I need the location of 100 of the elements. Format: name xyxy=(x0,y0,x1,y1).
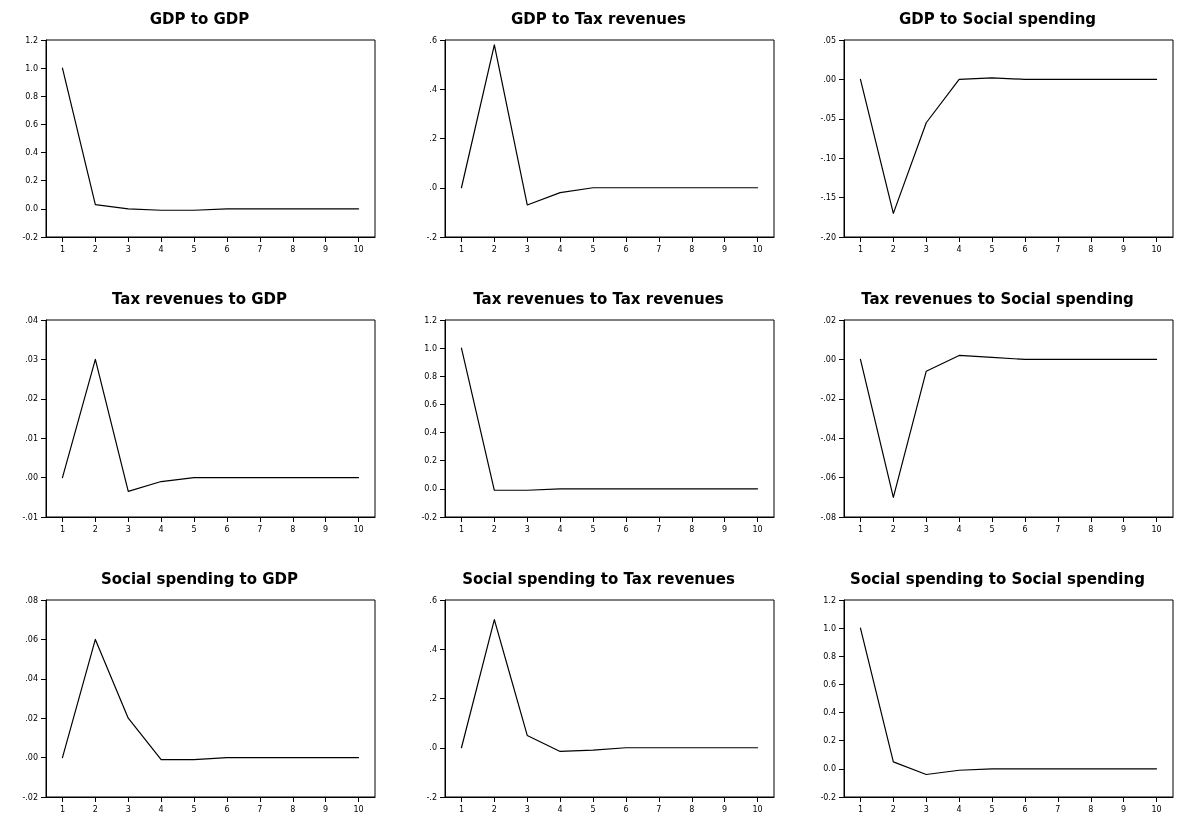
y-tick-label: .00 xyxy=(25,473,38,483)
y-tick-label: .6 xyxy=(429,595,437,605)
y-tick-label: -.08 xyxy=(820,512,836,522)
x-tick-label: 4 xyxy=(956,244,962,254)
x-tick-label: 2 xyxy=(491,244,497,254)
x-tick-label: 2 xyxy=(890,804,896,814)
x-tick-label: 5 xyxy=(590,244,596,254)
x-tick-label: 5 xyxy=(590,524,596,534)
x-tick-label: 5 xyxy=(191,524,197,534)
x-tick-label: 9 xyxy=(1121,804,1127,814)
y-tick-label: .4 xyxy=(429,84,437,94)
y-tick-label: -.05 xyxy=(820,114,836,124)
y-tick-label: -0.2 xyxy=(820,792,836,802)
y-tick-label: -.02 xyxy=(22,792,38,802)
x-tick-label: 9 xyxy=(722,244,728,254)
y-tick-label: .0 xyxy=(429,743,437,753)
y-tick-label: .08 xyxy=(25,595,38,605)
y-tick-label: 0.2 xyxy=(424,456,437,466)
x-tick-label: 4 xyxy=(158,804,164,814)
y-tick-label: 1.0 xyxy=(424,343,437,353)
x-tick-label: 5 xyxy=(989,244,995,254)
x-tick-label: 3 xyxy=(923,524,929,534)
x-tick-label: 4 xyxy=(956,804,962,814)
x-tick-label: 6 xyxy=(1022,804,1028,814)
y-tick-label: -.2 xyxy=(426,232,437,242)
x-tick-label: 7 xyxy=(656,244,662,254)
line-series xyxy=(859,354,1158,498)
y-tick-label: 1.0 xyxy=(823,623,836,633)
y-tick-label: .04 xyxy=(25,674,38,684)
x-tick-label: 10 xyxy=(1151,244,1162,254)
y-tick-label: 0.2 xyxy=(823,736,836,746)
y-tick-label: 0.6 xyxy=(25,119,38,129)
x-tick-label: 1 xyxy=(458,804,464,814)
x-tick-label: 9 xyxy=(722,524,728,534)
y-tick-label: .01 xyxy=(25,433,38,443)
y-tick-label: -.01 xyxy=(22,512,38,522)
x-tick-label: 10 xyxy=(752,524,763,534)
x-tick-label: 5 xyxy=(989,524,995,534)
chart-title: Social spending to Tax revenues xyxy=(462,569,735,588)
x-tick-label: 4 xyxy=(956,524,962,534)
y-tick-label: 0.0 xyxy=(25,204,38,214)
y-tick-label: -.06 xyxy=(820,473,836,483)
y-tick-label: -.04 xyxy=(820,433,836,443)
chart-title: Social spending to GDP xyxy=(100,569,299,588)
chart-title: Tax revenues to Social spending xyxy=(861,289,1134,308)
x-tick-label: 5 xyxy=(191,244,197,254)
x-tick-label: 10 xyxy=(1151,804,1162,814)
x-tick-label: 2 xyxy=(92,244,98,254)
x-tick-label: 3 xyxy=(524,804,530,814)
chart-title: GDP to Social spending xyxy=(898,9,1097,28)
x-tick-label: 6 xyxy=(623,244,629,254)
x-tick-label: 2 xyxy=(491,804,497,814)
y-tick-label: 0.6 xyxy=(823,679,836,689)
x-tick-label: 1 xyxy=(857,244,863,254)
x-tick-label: 6 xyxy=(224,524,230,534)
y-tick-label: 1.2 xyxy=(424,315,437,325)
y-tick-label: 0.4 xyxy=(25,148,38,158)
x-tick-label: 8 xyxy=(689,244,695,254)
y-tick-label: 0.0 xyxy=(424,484,437,494)
y-tick-label: .6 xyxy=(429,35,437,45)
x-tick-label: 2 xyxy=(92,524,98,534)
chart-title: Tax revenues to Tax revenues xyxy=(473,289,724,308)
x-tick-label: 10 xyxy=(353,524,364,534)
x-tick-label: 2 xyxy=(890,244,896,254)
x-tick-label: 7 xyxy=(1055,244,1061,254)
y-tick-label: .2 xyxy=(429,694,437,703)
y-tick-label: 0.2 xyxy=(25,176,38,186)
x-tick-label: 3 xyxy=(524,524,530,534)
x-tick-label: 3 xyxy=(125,804,131,814)
line-series xyxy=(460,44,759,206)
y-tick-label: .06 xyxy=(25,634,38,644)
y-tick-label: .00 xyxy=(823,74,836,84)
x-tick-label: 7 xyxy=(1055,524,1061,534)
x-tick-label: 3 xyxy=(125,524,131,534)
y-tick-label: .00 xyxy=(823,354,836,364)
x-tick-label: 8 xyxy=(290,804,296,814)
x-tick-label: 1 xyxy=(458,524,464,534)
y-tick-label: 0.8 xyxy=(424,371,437,381)
x-tick-label: 1 xyxy=(857,804,863,814)
x-tick-label: 10 xyxy=(1151,524,1162,534)
y-tick-label: -.02 xyxy=(820,394,836,404)
x-tick-label: 4 xyxy=(158,524,164,534)
x-tick-label: 10 xyxy=(752,804,763,814)
x-tick-label: 9 xyxy=(1121,244,1127,254)
x-tick-label: 10 xyxy=(353,244,364,254)
chart-title: Social spending to Social spending xyxy=(850,569,1145,588)
x-tick-label: 8 xyxy=(1088,524,1094,534)
line-series xyxy=(61,67,360,211)
x-tick-label: 1 xyxy=(59,804,65,814)
x-tick-label: 5 xyxy=(989,804,995,814)
y-tick-label: 1.2 xyxy=(25,35,38,45)
x-tick-label: 6 xyxy=(1022,524,1028,534)
y-tick-label: 0.6 xyxy=(424,399,437,409)
y-tick-label: 0.4 xyxy=(424,428,437,438)
y-tick-label: 0.8 xyxy=(25,91,38,101)
x-tick-label: 10 xyxy=(353,804,364,814)
x-tick-label: 6 xyxy=(623,804,629,814)
x-tick-label: 1 xyxy=(857,524,863,534)
x-tick-label: 7 xyxy=(656,804,662,814)
y-tick-label: .00 xyxy=(25,753,38,763)
